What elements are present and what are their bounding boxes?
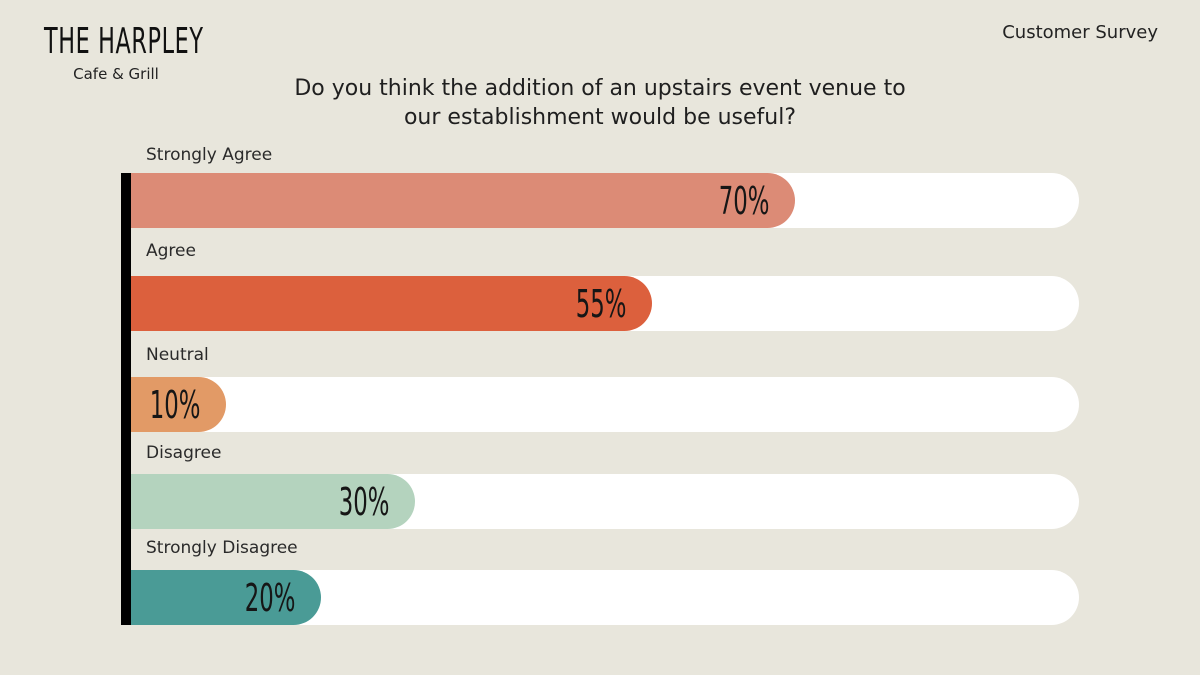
- bar-track: 55%: [131, 276, 1079, 331]
- survey-question: Do you think the addition of an upstairs…: [250, 74, 950, 132]
- category-label: Neutral: [146, 345, 209, 365]
- bar-fill: 20%: [131, 570, 321, 625]
- category-label: Strongly Disagree: [146, 538, 298, 558]
- bar-fill: 10%: [131, 377, 226, 432]
- bar-fill: 30%: [131, 474, 415, 529]
- category-label: Agree: [146, 241, 196, 261]
- brand-tagline: Cafe & Grill: [73, 65, 159, 83]
- chart-axis-line: [121, 173, 131, 625]
- brand-logo-name: THE HARPLEY: [44, 21, 204, 62]
- survey-question-line-1: Do you think the addition of an upstairs…: [294, 76, 906, 101]
- bar-value-label: 70%: [718, 179, 769, 223]
- bar-track: 10%: [131, 377, 1079, 432]
- category-label: Strongly Agree: [146, 145, 273, 165]
- bar-value-label: 10%: [149, 383, 200, 427]
- bar-track: 30%: [131, 474, 1079, 529]
- bar-track: 20%: [131, 570, 1079, 625]
- bar-value-label: 20%: [244, 576, 295, 620]
- category-label: Disagree: [146, 443, 222, 463]
- bar-value-label: 55%: [575, 282, 626, 326]
- bar-value-label: 30%: [338, 480, 389, 524]
- bar-track: 70%: [131, 173, 1079, 228]
- survey-label: Customer Survey: [1002, 22, 1158, 43]
- bar-fill: 55%: [131, 276, 652, 331]
- bar-fill: 70%: [131, 173, 795, 228]
- survey-question-line-2: our establishment would be useful?: [403, 105, 797, 130]
